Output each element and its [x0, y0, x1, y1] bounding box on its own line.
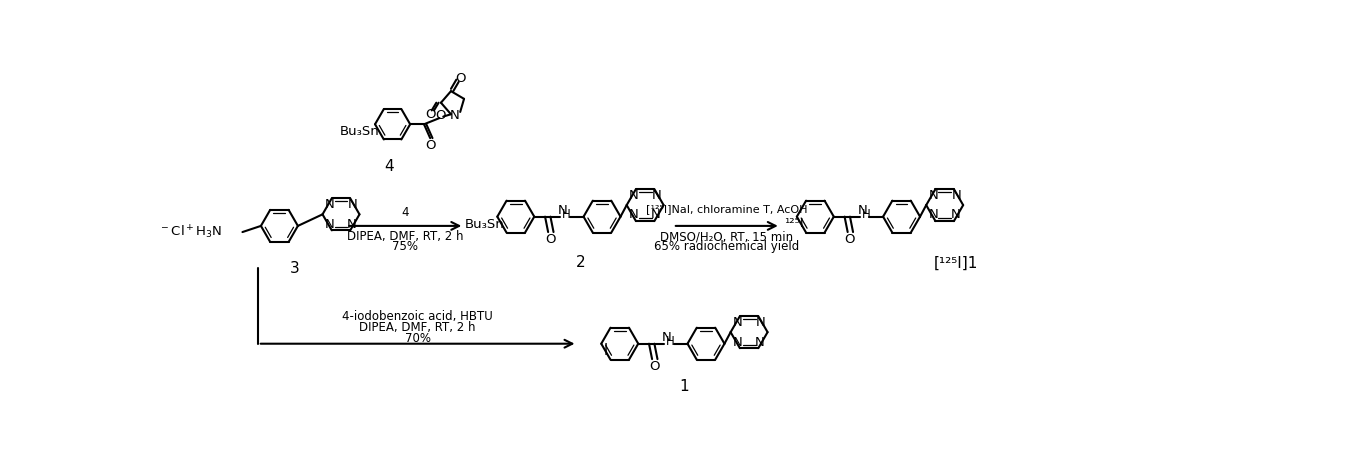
Text: 4: 4 [402, 206, 409, 218]
Text: N: N [755, 336, 765, 349]
Text: N: N [348, 198, 357, 211]
Text: 75%: 75% [392, 240, 418, 253]
Text: O: O [545, 233, 555, 246]
Text: [¹²⁵I]NaI, chloramine T, AcOH: [¹²⁵I]NaI, chloramine T, AcOH [646, 204, 808, 214]
Text: N: N [346, 218, 357, 231]
Text: N: N [857, 204, 868, 217]
Text: 3: 3 [289, 261, 300, 276]
Text: N: N [325, 218, 334, 231]
Text: N: N [629, 189, 638, 202]
Text: N: N [733, 316, 743, 329]
Text: $^-$Cl$^+$H$_3$N: $^-$Cl$^+$H$_3$N [159, 224, 223, 241]
Text: DIPEA, DMF, RT, 2 h: DIPEA, DMF, RT, 2 h [348, 230, 463, 243]
Text: O: O [425, 139, 436, 153]
Text: ¹²⁵I: ¹²⁵I [784, 217, 804, 230]
Text: 1: 1 [679, 379, 690, 393]
Text: N: N [929, 208, 938, 222]
Text: N: N [650, 208, 661, 222]
Text: N: N [629, 208, 638, 222]
Text: DIPEA, DMF, RT, 2 h: DIPEA, DMF, RT, 2 h [360, 321, 475, 334]
Text: O: O [425, 108, 436, 121]
Text: N: N [733, 336, 743, 349]
Text: N: N [449, 109, 460, 121]
Text: H: H [667, 335, 675, 348]
Text: H: H [562, 208, 570, 221]
Text: Bu₃Sn: Bu₃Sn [341, 125, 380, 138]
Text: 4-iodobenzoic acid, HBTU: 4-iodobenzoic acid, HBTU [342, 310, 493, 323]
Text: N: N [951, 208, 960, 222]
Text: [¹²⁵I]1: [¹²⁵I]1 [934, 256, 978, 270]
Text: N: N [929, 189, 938, 202]
Text: O: O [845, 233, 856, 246]
Text: 4: 4 [384, 159, 394, 174]
Text: N: N [661, 331, 672, 344]
Text: O: O [649, 360, 660, 373]
Text: O: O [436, 109, 447, 121]
Text: Bu₃Sn: Bu₃Sn [464, 218, 504, 231]
Text: N: N [558, 204, 568, 217]
Text: 65% radiochemical yield: 65% radiochemical yield [655, 240, 800, 253]
Text: H: H [862, 208, 870, 221]
Text: DMSO/H₂O, RT, 15 min: DMSO/H₂O, RT, 15 min [660, 230, 793, 243]
Text: N: N [756, 316, 766, 329]
Text: N: N [325, 198, 334, 211]
Text: 2: 2 [576, 256, 585, 270]
Text: 70%: 70% [405, 332, 430, 345]
Text: N: N [952, 189, 961, 202]
Text: I: I [604, 343, 608, 358]
Text: N: N [652, 189, 661, 202]
Text: O: O [456, 71, 466, 85]
